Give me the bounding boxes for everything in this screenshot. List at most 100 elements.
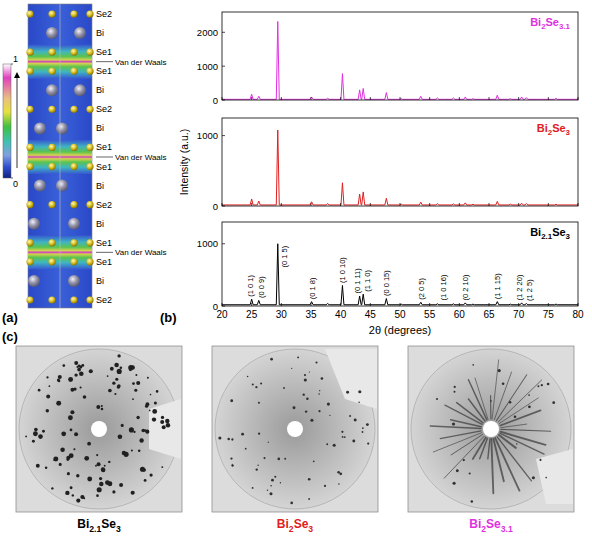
y-tick-label: 1000 [197,61,218,72]
diffraction-spot [280,482,281,483]
x-tick [222,97,223,100]
se-atom [86,258,93,265]
se-atom [70,68,77,75]
diffraction-spot [354,419,357,422]
diffraction-spot [61,431,66,436]
se-atom [26,296,33,303]
y-tick-label: 2000 [197,27,218,38]
diffraction-spot [25,436,27,438]
layer-label: Se1 [96,162,112,172]
diffraction-spot [471,500,473,502]
diffraction-spot [528,405,531,408]
diffraction-spot [147,377,149,379]
formula-element: Se [486,517,501,531]
gap-label: Van der Waals [115,58,167,67]
diffraction-spot [36,464,40,468]
se-atom [26,163,33,170]
sample-caption: Bi2Se3 [277,517,313,534]
se-atom [26,49,33,56]
x-tick [459,97,460,100]
layer-label: Se1 [96,47,112,57]
diffraction-spot [256,468,258,470]
diffraction-spot [469,473,471,475]
diffraction-streak [491,439,493,493]
diffraction-spot [117,385,120,388]
layer-label: Bi [96,85,104,95]
diffraction-spot [241,433,244,436]
diffraction-spot [362,431,364,433]
panel-b: 010002000Bi2Se3.101000Bi2Se3Intensity (a… [160,12,584,336]
y-tick-label: 0 [213,301,218,312]
x-tick [518,203,519,206]
colorbar-arrow [17,74,18,168]
diffraction-spot [152,409,157,414]
diffraction-spot [274,476,276,478]
diffraction-spot [120,366,123,369]
diffraction-streak [430,426,481,429]
diffraction-spot [80,495,84,499]
se-atom [48,106,55,113]
diffraction-spot [136,381,140,385]
diffraction-spot [45,466,48,469]
x-tick-label: 75 [543,309,555,320]
diffraction-spot [293,406,296,409]
diffraction-spot [502,382,505,385]
x-tick [251,97,252,100]
diffraction-spot [46,376,48,378]
diffraction-spot [101,408,104,411]
formula-subscript: 3 [566,232,571,241]
diffraction-spot [313,461,315,463]
gap-label: Van der Waals [115,248,167,257]
diffraction-spot [58,380,61,383]
diffraction-spot [304,374,306,376]
diffraction-spot [358,390,361,393]
x-tick-label: 65 [483,309,495,320]
formula-element: Bi [469,517,481,531]
diffraction-streak [490,396,491,419]
diffraction-spot [46,395,50,399]
se-atom [70,163,77,170]
diffraction-spot [104,465,106,467]
diffraction-spot [154,401,157,404]
x-tick [370,303,371,306]
beam-centre [287,421,303,437]
diffraction-spot [271,479,274,482]
formula-element: Se [552,226,565,238]
diffraction-spot [255,386,257,388]
se-atom [48,296,55,303]
diffraction-spot [119,483,123,487]
diffraction-spot [131,491,135,495]
layer-label: Bi [96,181,104,191]
diffraction-spot [283,387,285,389]
x-tick [459,203,460,206]
y-tick-label: 0 [213,201,218,212]
xrd-chart: 010002000Bi2Se3.1 [197,12,578,106]
diffraction-streak [501,424,527,428]
diffraction-spot [99,477,102,480]
peak-label: (1 0 10) [338,257,347,283]
diffraction-spot [70,486,73,489]
diffraction-spot [62,364,65,367]
diffraction-spot [230,399,233,402]
peak-label: (0 2 10) [461,274,470,300]
diffraction-spot [161,416,164,419]
x-axis-title: 2θ (degrees) [369,324,431,336]
diffraction-streak [501,429,551,431]
diffraction-spot [117,354,120,357]
diffraction-spot [124,452,129,457]
diffraction-spot [34,428,38,432]
diffraction-spot [68,415,73,420]
x-tick [281,303,282,306]
diffraction-spot [129,427,134,432]
diffraction-streak [440,431,481,439]
x-tick [578,303,579,306]
diffraction-spot [346,391,349,394]
diffraction-spot [76,499,80,503]
diffraction-spot [160,420,164,424]
diffraction-spot [454,386,456,388]
diffraction-spot [51,487,53,489]
diffraction-spot [161,466,163,468]
beam-stop-shadow [149,399,181,459]
peak-label: (2 0 5) [417,278,426,300]
layer-label: Se2 [96,200,112,210]
